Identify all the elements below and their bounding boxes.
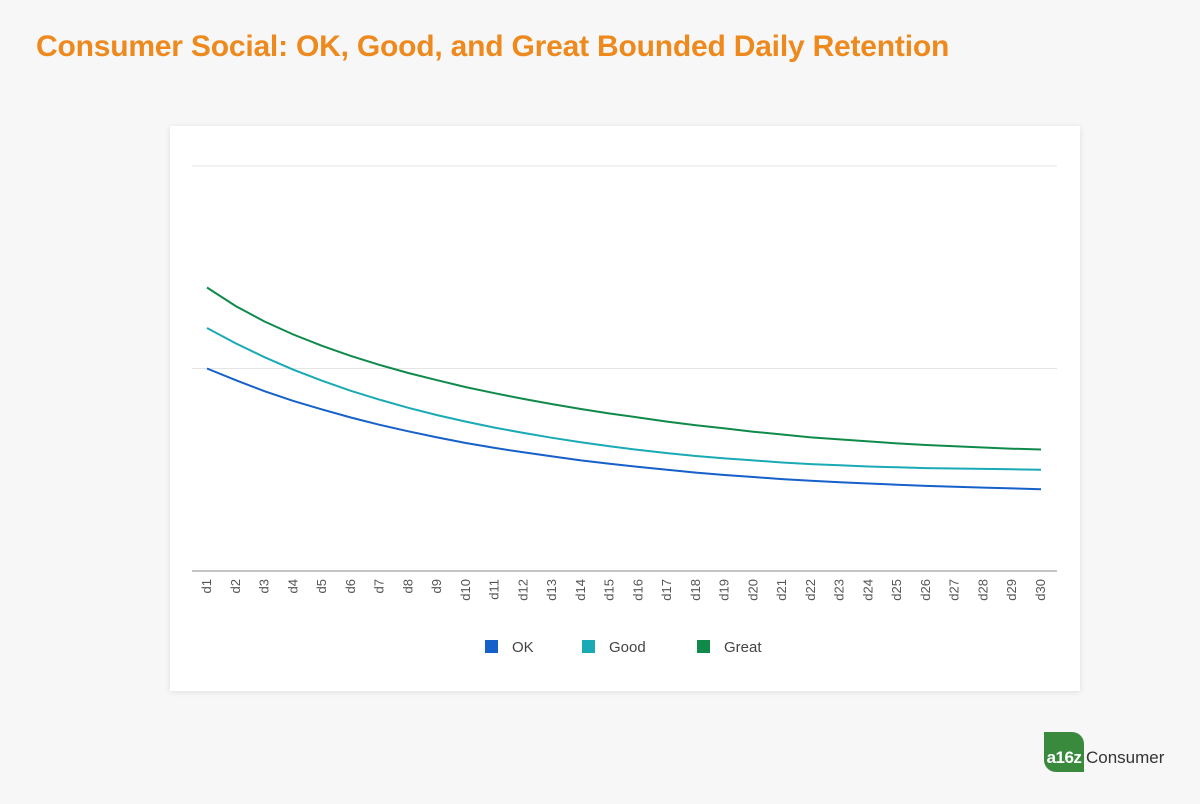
- legend-label-ok: OK: [512, 639, 534, 656]
- x-tick-label: d17: [659, 579, 674, 601]
- legend-label-great: Great: [724, 639, 762, 656]
- x-tick-label: d3: [257, 579, 272, 593]
- x-tick-label: d30: [1033, 579, 1048, 601]
- line-chart: 050%100%d1d2d3d4d5d6d7d8d9d10d11d12d13d1…: [192, 165, 1057, 656]
- x-tick-label: d4: [285, 579, 300, 593]
- x-tick-label: d12: [515, 579, 530, 601]
- x-tick-label: d6: [343, 579, 358, 593]
- x-tick-label: d15: [602, 579, 617, 601]
- x-tick-label: d10: [458, 579, 473, 601]
- x-tick-label: d11: [487, 579, 502, 600]
- x-tick-label: d22: [803, 579, 818, 601]
- x-tick-label: d21: [774, 579, 789, 601]
- legend-swatch-good: [582, 640, 595, 653]
- chart-card: 050%100%d1d2d3d4d5d6d7d8d9d10d11d12d13d1…: [170, 126, 1080, 691]
- x-tick-label: d2: [228, 579, 243, 593]
- x-tick-label: d5: [314, 579, 329, 593]
- brand-logo: a16z Consumer: [1044, 732, 1164, 772]
- brand-badge: a16z: [1044, 732, 1084, 772]
- x-tick-label: d7: [372, 579, 387, 593]
- x-tick-label: d28: [975, 579, 990, 601]
- x-tick-label: d1: [199, 579, 214, 593]
- x-tick-label: d20: [745, 579, 760, 601]
- x-tick-label: d9: [429, 579, 444, 593]
- x-tick-label: d8: [400, 579, 415, 593]
- x-tick-label: d23: [832, 579, 847, 601]
- series-line-great: [206, 286, 1042, 451]
- x-tick-label: d27: [947, 579, 962, 601]
- brand-word: Consumer: [1086, 748, 1165, 767]
- x-tick-label: d18: [688, 579, 703, 601]
- legend-label-good: Good: [609, 639, 646, 656]
- x-tick-label: d19: [717, 579, 732, 601]
- legend-swatch-great: [697, 640, 710, 653]
- x-tick-label: d29: [1004, 579, 1019, 601]
- x-tick-label: d13: [544, 579, 559, 601]
- page-title: Consumer Social: OK, Good, and Great Bou…: [36, 30, 950, 63]
- x-tick-label: d24: [860, 579, 875, 601]
- x-tick-label: d25: [889, 579, 904, 601]
- series-line-ok: [206, 367, 1042, 491]
- x-tick-label: d16: [630, 579, 645, 601]
- x-tick-label: d14: [573, 579, 588, 601]
- legend-swatch-ok: [485, 640, 498, 653]
- x-tick-label: d26: [918, 579, 933, 601]
- series-line-good: [206, 327, 1042, 471]
